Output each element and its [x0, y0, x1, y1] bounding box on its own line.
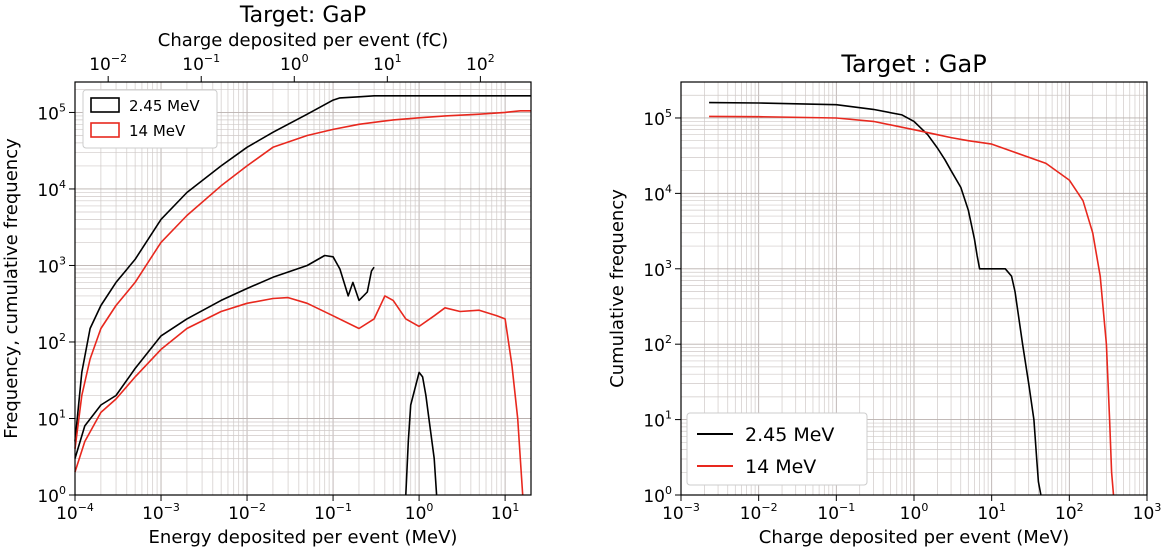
left-series — [74, 95, 531, 496]
x-tick-label: 101 — [977, 501, 1006, 524]
left-chart-title: Target: GaP — [239, 3, 366, 28]
left-legend-box — [82, 89, 218, 149]
right-legend-label-14MeV: 14 MeV — [745, 456, 816, 478]
y-tick-label: 102 — [37, 331, 66, 354]
right-legend-label-2.45MeV: 2.45 MeV — [745, 424, 834, 446]
top-x-tick-label: 102 — [466, 52, 495, 75]
left-legend-swatch-14MeV — [90, 122, 120, 138]
series-line-cumulative-0 — [709, 101, 1042, 496]
series-line-cumulative-0 — [74, 95, 531, 442]
top-x-tick-label: 100 — [280, 52, 309, 75]
top-x-tick-label: 101 — [373, 52, 402, 75]
y-tick-label: 102 — [643, 333, 672, 356]
y-tick-label: 105 — [37, 101, 66, 124]
y-tick-label: 100 — [643, 484, 672, 507]
right-series — [709, 101, 1115, 496]
left-chart: 10−4 10−3 10−2 10−1 100 101 100 101 102 103 104 105… — [1, 3, 532, 548]
x-tick-label: 103 — [1133, 501, 1162, 524]
x-tick-label: 10−3 — [142, 501, 180, 524]
series-line-frequency-high-3 — [405, 371, 438, 496]
right-legend: 2.45 MeV 14 MeV — [686, 412, 868, 486]
y-tick-label: 100 — [37, 484, 66, 507]
left-x-axis-label: Energy deposited per event (MeV) — [149, 527, 458, 548]
y-tick-label: 103 — [37, 254, 66, 277]
x-tick-label: 100 — [405, 501, 434, 524]
left-legend-swatch-2.45MeV — [90, 97, 120, 113]
x-tick-label: 102 — [1055, 501, 1084, 524]
x-tick-label: 10−2 — [228, 501, 266, 524]
left-y-axis-label: Frequency, cumulative frequency — [1, 138, 22, 439]
top-x-tick-label: 10−1 — [182, 52, 220, 75]
top-x-tick-label: 10−2 — [89, 52, 127, 75]
right-ticks: 10−3 10−2 10−1 100 101 102 103 100 101 102 103 104 1… — [643, 107, 1161, 524]
y-tick-label: 105 — [643, 107, 672, 130]
left-legend-label-14MeV: 14 MeV — [129, 122, 186, 140]
right-chart: 10−3 10−2 10−1 100 101 102 103 100 101 102 103 104 1… — [607, 50, 1161, 548]
left-ticks: 10−4 10−3 10−2 10−1 100 101 100 101 102 103 104 105… — [37, 52, 519, 524]
y-tick-label: 101 — [643, 409, 672, 432]
y-tick-label: 103 — [643, 258, 672, 281]
series-line-cumulative-1 — [709, 115, 1115, 496]
x-tick-label: 10−1 — [817, 501, 855, 524]
series-line-frequency-4 — [74, 295, 524, 496]
x-tick-label: 10−4 — [56, 501, 94, 524]
left-legend-label-2.45MeV: 2.45 MeV — [129, 97, 200, 115]
left-plot-frame — [74, 81, 532, 496]
x-tick-label: 10−1 — [314, 501, 352, 524]
x-tick-label: 101 — [491, 501, 520, 524]
left-grid — [74, 82, 532, 496]
right-x-axis-label: Charge deposited per event (MeV) — [759, 527, 1069, 548]
y-tick-label: 101 — [37, 407, 66, 430]
x-tick-label: 10−2 — [740, 501, 778, 524]
right-y-axis-label: Cumulative frequency — [607, 189, 628, 388]
y-tick-label: 104 — [643, 182, 672, 205]
left-top-x-axis-label: Charge deposited per event (fC) — [158, 30, 448, 51]
series-line-frequency-2 — [74, 254, 375, 459]
left-legend: 2.45 MeV 14 MeV — [82, 89, 218, 149]
x-tick-label: 10−3 — [662, 501, 700, 524]
x-tick-label: 100 — [900, 501, 929, 524]
right-chart-title: Target : GaP — [840, 50, 986, 78]
series-line-cumulative-1 — [74, 110, 531, 450]
y-tick-label: 104 — [37, 178, 66, 201]
